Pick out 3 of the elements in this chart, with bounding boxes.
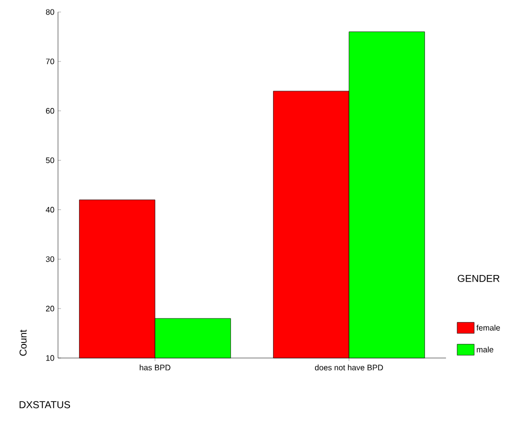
- legend-title: GENDER: [458, 274, 500, 282]
- y-axis-title: Count: [20, 330, 27, 356]
- x-axis-title: DXSTATUS: [20, 401, 70, 408]
